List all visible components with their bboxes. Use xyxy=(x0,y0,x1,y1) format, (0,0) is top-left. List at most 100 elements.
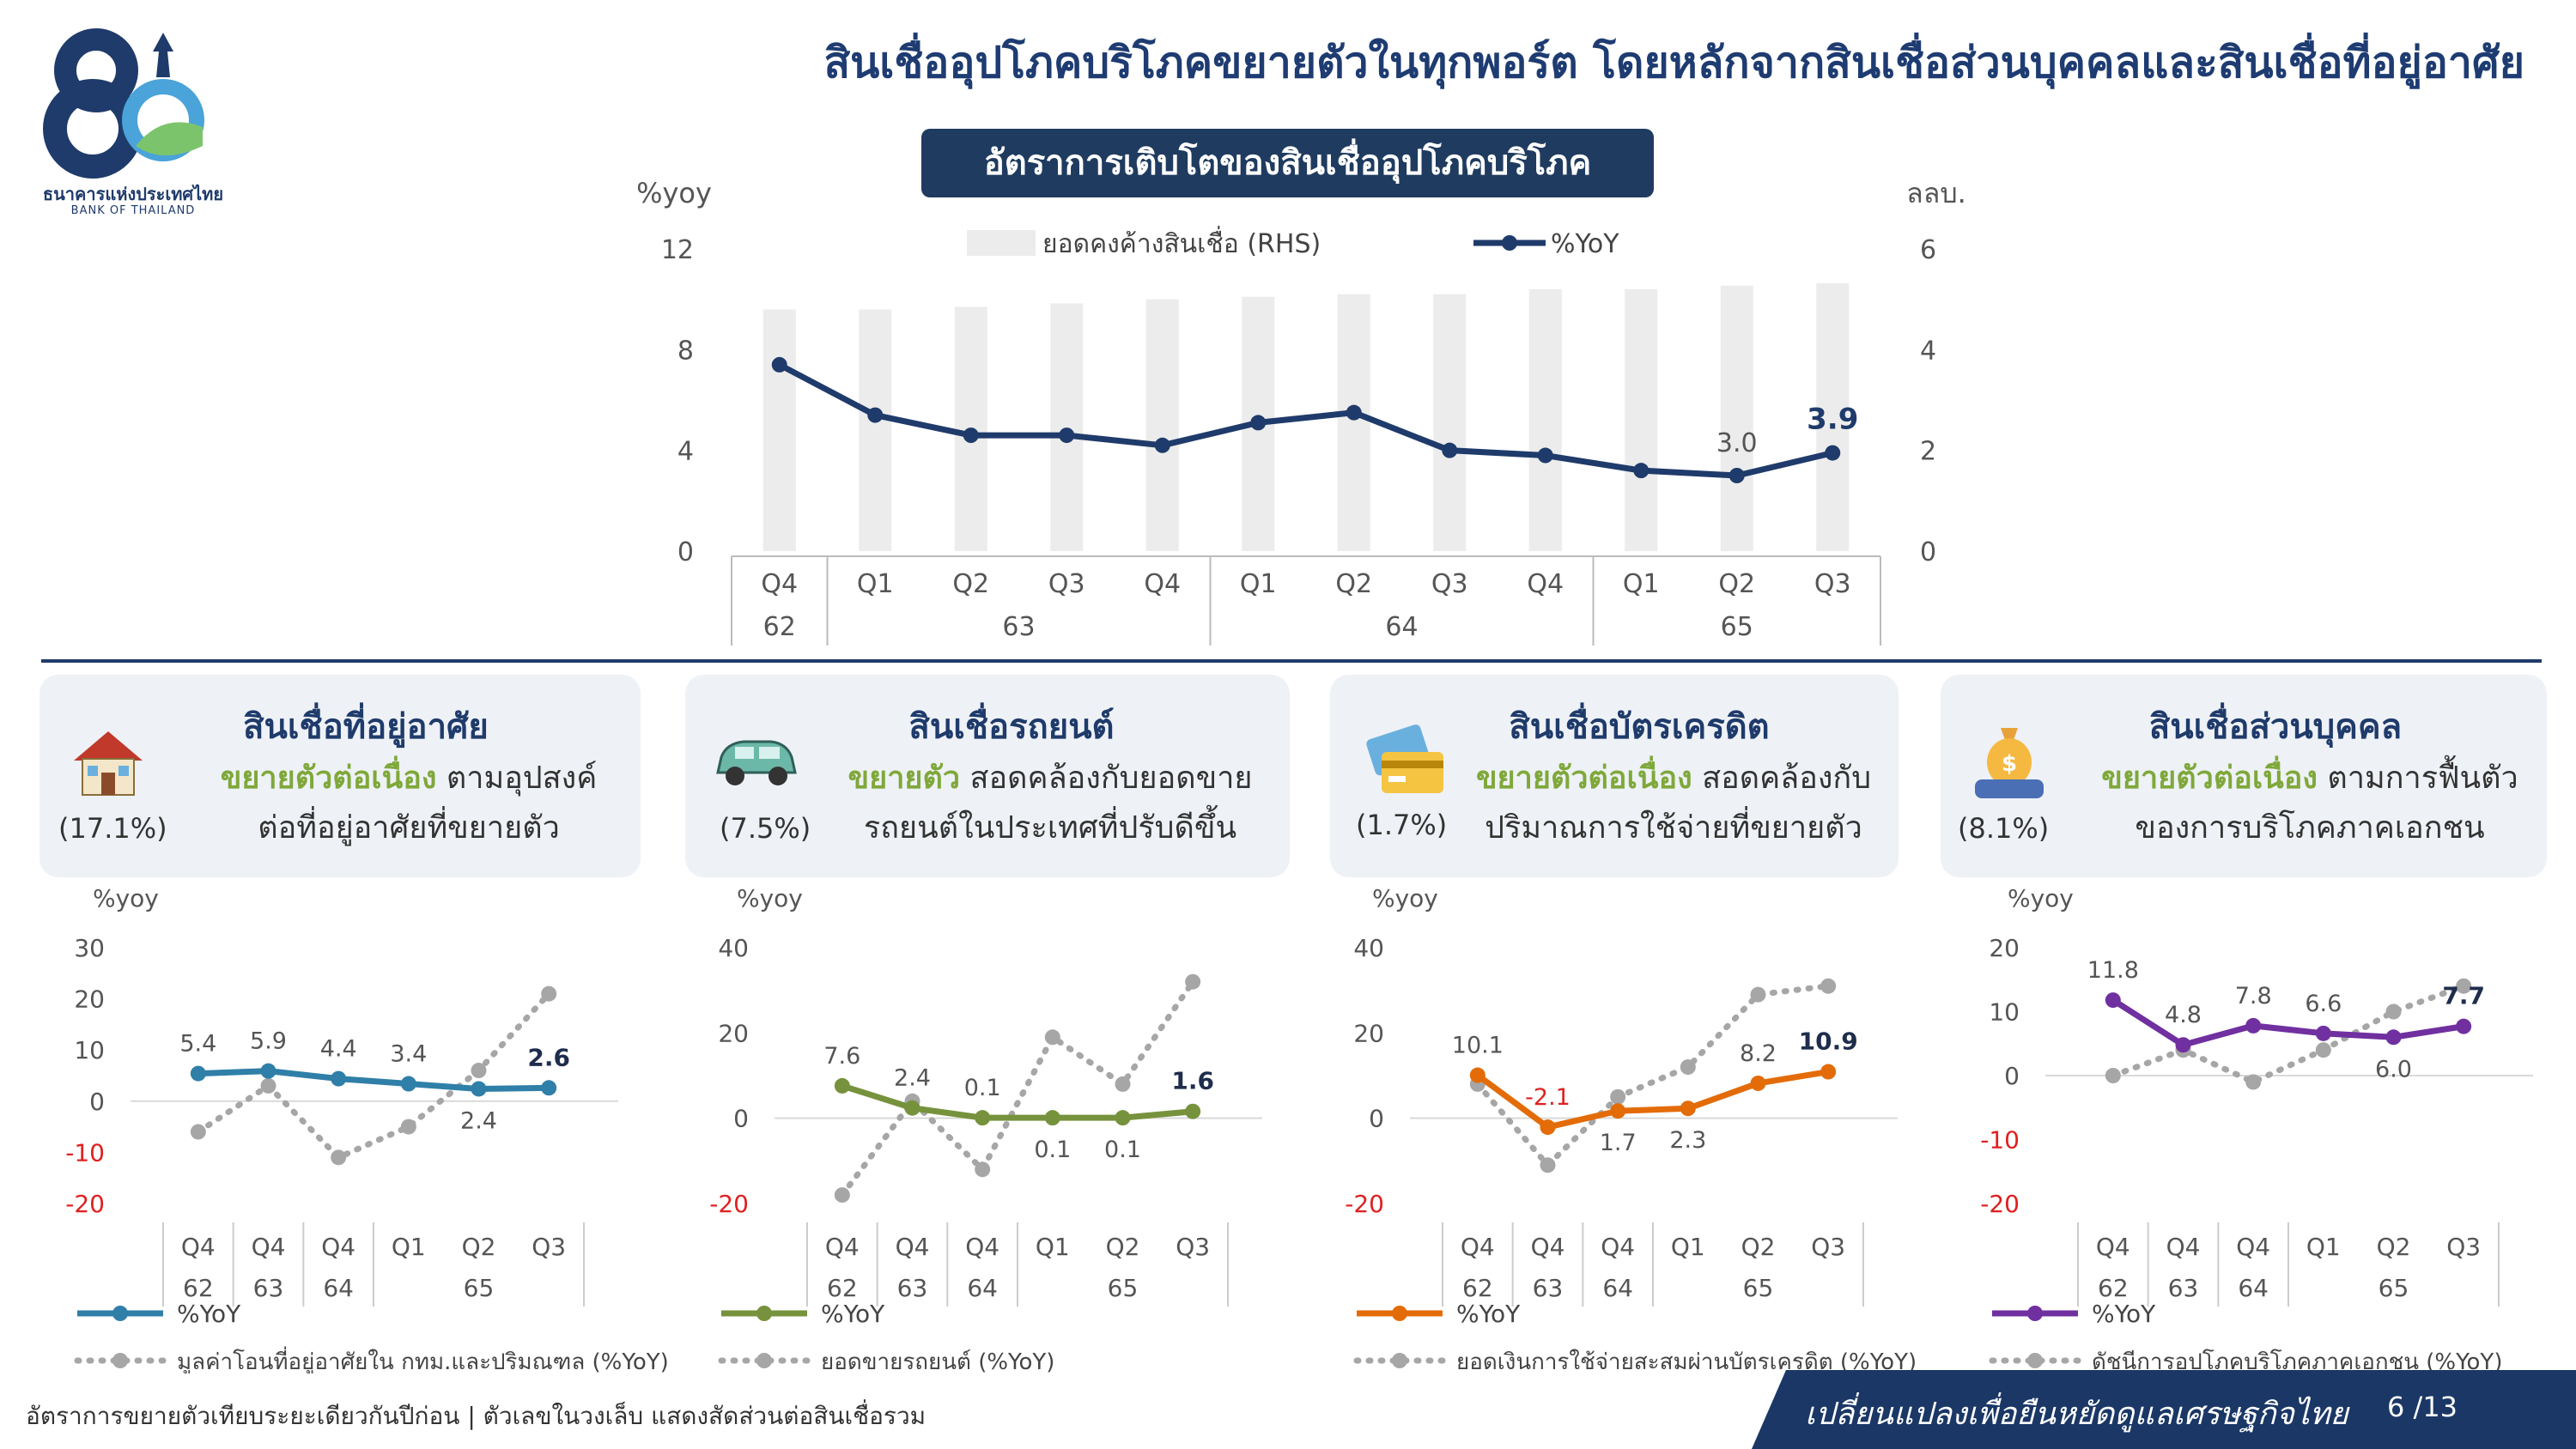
data-label: 6.0 xyxy=(2375,1056,2412,1082)
point-reference xyxy=(834,1187,850,1203)
card-share: (1.7%) xyxy=(1356,809,1448,841)
footer-slogan: เปลี่ยนแปลงเพื่อยืนหยัดดูแลเศรษฐกิจไทย xyxy=(1805,1397,2348,1432)
x-year-label: 64 xyxy=(323,1274,354,1302)
x-tick-label: Q4 xyxy=(2166,1233,2201,1261)
page-title: สินเชื่ออุปโภคบริโภคขยายตัวในทุกพอร์ต โด… xyxy=(823,38,2524,88)
data-label: 4.8 xyxy=(2165,1002,2202,1028)
point-yoy xyxy=(1154,437,1170,453)
point-yoy xyxy=(331,1070,347,1087)
card-description: ขยายตัว สอดคล้องกับยอดขาย รถยนต์ในประเทศ… xyxy=(831,754,1269,853)
point-yoy xyxy=(2385,1029,2402,1046)
point-yoy xyxy=(1825,445,1841,461)
y-axis-label: %yoy xyxy=(93,884,159,912)
bar-outstanding xyxy=(1433,294,1467,551)
data-label: 1.6 xyxy=(1171,1067,1214,1095)
point-reference xyxy=(190,1124,206,1140)
card-title: สินเชื่อที่อยู่อาศัย xyxy=(243,707,489,747)
y-tick: 20 xyxy=(74,985,105,1014)
x-tick-label: Q1 xyxy=(1623,569,1660,599)
data-label: 3.9 xyxy=(1807,403,1858,437)
data-label: 0.1 xyxy=(1104,1137,1141,1163)
y-tick: -10 xyxy=(1980,1126,2020,1155)
x-year-label: 62 xyxy=(183,1274,214,1302)
point-reference xyxy=(1540,1157,1556,1173)
card-credit-card-loan: สินเชื่อบัตรเครดิต (1.7%) ขยายตัวต่อเนื่… xyxy=(1330,675,1899,877)
point-yoy xyxy=(2456,1018,2472,1034)
card-share: (8.1%) xyxy=(1958,812,2050,845)
y-tick: 10 xyxy=(74,1036,105,1064)
x-tick-label: Q4 xyxy=(1601,1233,1635,1261)
x-year-label: 64 xyxy=(1602,1274,1633,1302)
legend-yoy-marker xyxy=(756,1306,772,1321)
x-tick-label: Q4 xyxy=(321,1233,355,1261)
card-highlight: ขยายตัวต่อเนื่อง xyxy=(1475,761,1692,796)
point-yoy xyxy=(1059,427,1075,444)
bar-outstanding xyxy=(1720,285,1753,551)
line-reference-dotted xyxy=(839,979,1196,1198)
data-label: 5.4 xyxy=(179,1031,216,1058)
bar-outstanding xyxy=(1050,303,1084,551)
data-label: 6.6 xyxy=(2305,991,2342,1017)
x-tick-label: Q2 xyxy=(1718,569,1755,599)
main-consumer-loan-chart: %yoy ลลบ. 0 4 8 12 0 2 4 6 ยอดคงค้างสินเชื่อ (RHS)… xyxy=(636,177,1966,646)
x-tick-label: Q2 xyxy=(2377,1233,2411,1261)
card-desc-rest: ตามอุปสงค์ xyxy=(436,761,598,796)
card-description: ขยายตัวต่อเนื่อง สอดคล้องกับ ปริมาณการใช… xyxy=(1459,754,1888,853)
legend-line-label: %YoY xyxy=(1551,229,1619,259)
card-auto-loan: สินเชื่อรถยนต์ (7.5%) ขยายตัว สอดคล้องกั… xyxy=(685,675,1290,877)
house-icon xyxy=(74,731,143,796)
data-label: 2.6 xyxy=(527,1043,570,1071)
line-yoy xyxy=(2111,997,2464,1048)
data-label: 10.1 xyxy=(1452,1033,1504,1059)
data-label: 4.4 xyxy=(320,1036,357,1063)
bar-outstanding xyxy=(1625,288,1658,551)
x-tick-label: Q3 xyxy=(532,1233,566,1261)
legend-reference-marker xyxy=(112,1353,128,1368)
x-year-label: 62 xyxy=(2098,1274,2129,1302)
credit-card-loan-chart: %yoy -20 0 20 40 10.1 -2.1 1.7 2.3 8.2 10.9 Q4 Q4 Q4 Q… xyxy=(1345,884,1917,1373)
data-label: 3.4 xyxy=(390,1041,427,1068)
bar-outstanding xyxy=(1145,299,1179,551)
x-year-label: 62 xyxy=(827,1274,858,1302)
point-yoy xyxy=(1750,1075,1766,1091)
card-desc-rest: ตามการฟื้นตัว xyxy=(2317,761,2518,796)
legend-reference-marker xyxy=(756,1353,772,1368)
x-tick-label: Q2 xyxy=(1741,1233,1776,1261)
legend-yoy-label: %YoY xyxy=(2092,1300,2156,1328)
point-yoy xyxy=(1537,447,1553,464)
y-axis-label-left: %yoy xyxy=(636,177,712,209)
x-year-label: 63 xyxy=(253,1274,284,1302)
point-reference xyxy=(1680,1059,1696,1076)
data-label: 2.4 xyxy=(894,1065,931,1092)
point-reference xyxy=(2245,1074,2262,1090)
x-year-label: 63 xyxy=(2168,1274,2199,1302)
y-tick: 20 xyxy=(1989,934,2020,962)
bar-outstanding xyxy=(1337,294,1370,551)
point-yoy xyxy=(2105,992,2121,1009)
x-tick-label: Q4 xyxy=(1531,1233,1565,1261)
page-number: 6 /13 xyxy=(2387,1391,2458,1423)
x-tick-label: Q4 xyxy=(761,569,798,599)
data-label: 10.9 xyxy=(1799,1028,1858,1056)
line-reference-dotted xyxy=(2110,983,2467,1086)
personal-loan-chart: %yoy -20 -10 0 10 20 11.8 4.8 7.8 6.6 6.0 7.7 Q4 Q4 Q4… xyxy=(1980,884,2533,1373)
y-tick-right: 6 xyxy=(1920,235,1936,265)
point-reference xyxy=(1750,986,1766,1003)
point-yoy xyxy=(1633,463,1649,479)
data-label: 7.7 xyxy=(2442,982,2485,1010)
y-tick: 20 xyxy=(1353,1019,1384,1047)
point-reference xyxy=(331,1149,347,1166)
card-desc-line2: ต่อที่อยู่อาศัยที่ขยายตัว xyxy=(258,810,560,846)
point-yoy xyxy=(834,1077,850,1094)
point-yoy xyxy=(771,356,787,373)
logo-thai-name: ธนาคารแห่งประเทศไทย xyxy=(42,184,224,204)
y-tick: -20 xyxy=(709,1190,749,1218)
legend-bar-label: ยอดคงค้างสินเชื่อ (RHS) xyxy=(1042,226,1321,259)
legend-line-marker xyxy=(1502,235,1517,251)
x-year-label: 65 xyxy=(1721,612,1753,642)
x-tick-label: Q4 xyxy=(2096,1233,2130,1261)
x-year-label: 65 xyxy=(1108,1274,1139,1302)
point-reference xyxy=(471,1063,487,1079)
point-reference xyxy=(975,1161,991,1178)
x-tick-label: Q4 xyxy=(2236,1233,2270,1261)
